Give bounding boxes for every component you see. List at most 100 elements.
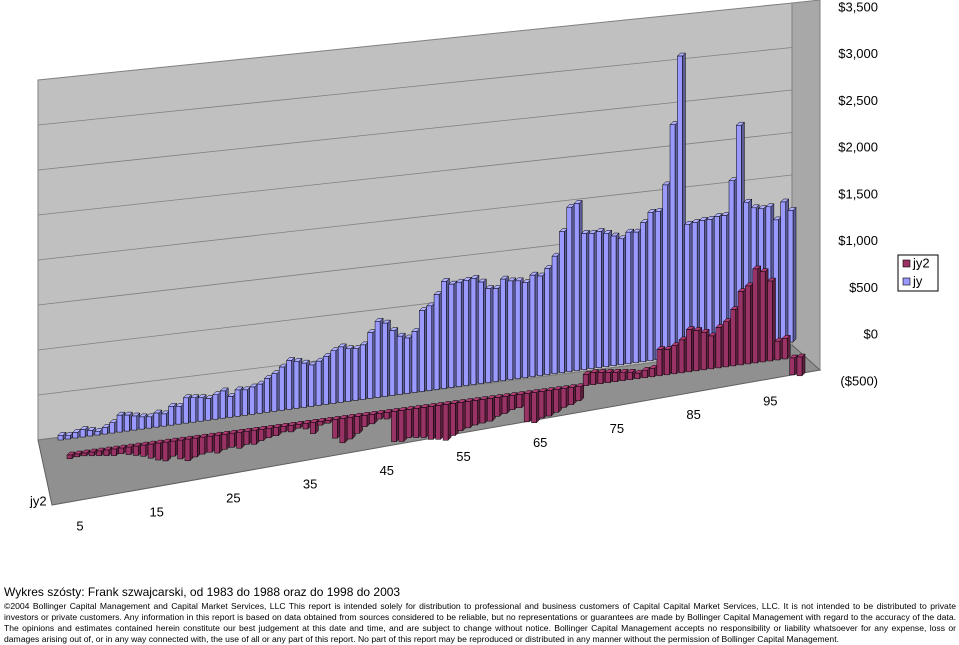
bar — [500, 278, 506, 381]
bar — [568, 387, 574, 405]
bar — [133, 445, 139, 456]
bar — [700, 332, 707, 371]
legend-label: jy2 — [912, 255, 930, 270]
bar — [455, 281, 462, 387]
bar — [671, 345, 677, 375]
bar — [538, 391, 545, 419]
bar — [551, 255, 558, 374]
bar — [273, 427, 279, 436]
bar — [94, 431, 101, 436]
bar — [450, 403, 456, 436]
bar — [323, 356, 329, 405]
bar — [101, 427, 108, 435]
bar — [339, 418, 346, 444]
bar — [352, 348, 359, 401]
bar — [632, 231, 639, 364]
bar — [199, 436, 205, 455]
bar — [501, 396, 508, 414]
bar — [65, 435, 71, 440]
bar — [374, 321, 381, 398]
y-tick-label: $1,500 — [838, 186, 878, 201]
bar — [271, 373, 278, 412]
bar — [398, 410, 405, 442]
bar — [234, 389, 241, 417]
x-tick-label: 65 — [533, 435, 547, 450]
bar — [677, 55, 683, 358]
x-tick-label: 5 — [76, 518, 83, 533]
bar — [160, 413, 167, 427]
bar — [678, 339, 685, 374]
bar — [382, 322, 388, 397]
bar — [330, 350, 337, 404]
bar — [470, 278, 477, 385]
bar — [369, 414, 375, 425]
bar — [169, 440, 176, 457]
legend-swatch — [902, 259, 911, 268]
bar — [183, 397, 189, 424]
bar — [227, 396, 233, 418]
bar — [582, 374, 589, 386]
bar — [140, 444, 146, 457]
x-tick-label: 25 — [226, 491, 240, 506]
grid-line — [37, 89, 793, 171]
x-tick-label: 75 — [610, 421, 624, 436]
bar — [337, 346, 344, 403]
y-tick-label: $500 — [849, 280, 878, 295]
bar — [228, 432, 235, 448]
bar — [531, 392, 537, 423]
x-tick-label: 85 — [686, 407, 700, 422]
bar — [448, 283, 455, 388]
chart-title: Wykres szósty: Frank szwajcarski, od 198… — [4, 585, 401, 599]
bar — [81, 452, 87, 457]
bar — [647, 212, 654, 362]
bar — [315, 360, 322, 406]
bar-side — [792, 206, 797, 343]
bar — [389, 330, 396, 396]
bar — [109, 422, 115, 434]
bar — [597, 372, 604, 384]
bar — [767, 280, 773, 362]
bar — [147, 443, 154, 459]
bar — [656, 349, 663, 377]
bar — [487, 398, 493, 422]
chart: ($500) $0 $500 $1,000 $1,500 $2,000 $2,500 $3,0… — [29, 0, 939, 533]
bar — [72, 432, 78, 439]
bar — [103, 449, 110, 456]
bar — [155, 442, 161, 461]
bar — [243, 430, 250, 445]
bar — [420, 407, 427, 438]
bar — [88, 451, 95, 457]
bar — [745, 285, 751, 365]
x-tick-label: 55 — [456, 449, 470, 464]
bar — [57, 435, 64, 441]
bar — [522, 282, 528, 378]
bar — [110, 448, 117, 456]
bar — [265, 428, 272, 438]
bar — [345, 348, 351, 402]
bar — [612, 372, 618, 382]
bar — [627, 371, 633, 381]
bar — [404, 337, 410, 394]
bar — [662, 184, 668, 360]
bar — [411, 331, 418, 393]
bar — [138, 416, 145, 430]
bar — [376, 413, 382, 420]
y-tick-label: $3,000 — [838, 46, 878, 61]
bar — [789, 357, 795, 376]
bar — [146, 416, 152, 429]
bar — [433, 294, 440, 390]
bar — [184, 438, 191, 462]
bar — [116, 414, 123, 433]
bar — [87, 430, 93, 437]
bar — [308, 364, 314, 407]
bar — [575, 386, 582, 402]
bar — [302, 423, 309, 430]
bar — [317, 421, 323, 426]
bar — [573, 203, 580, 371]
bar — [190, 397, 196, 423]
bar — [464, 401, 471, 429]
bar — [715, 327, 722, 369]
bar — [360, 344, 366, 400]
bar — [310, 422, 316, 434]
